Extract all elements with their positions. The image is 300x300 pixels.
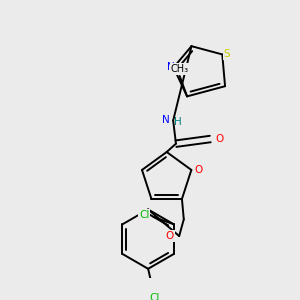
Text: CH₃: CH₃ [171,64,189,74]
Text: S: S [224,50,230,59]
Text: H: H [174,117,182,127]
Text: Cl: Cl [139,210,149,220]
Text: N: N [162,116,169,125]
Text: O: O [166,231,174,241]
Text: N: N [167,62,175,73]
Text: O: O [215,134,223,144]
Text: Cl: Cl [149,293,160,300]
Text: O: O [195,165,203,175]
